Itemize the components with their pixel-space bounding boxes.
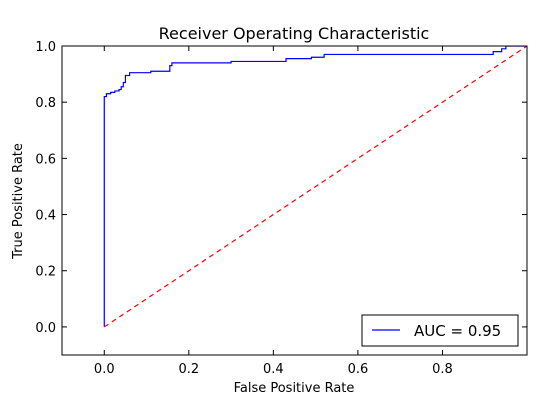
y-tick-label: 0.8 [35,96,56,111]
x-tick-label: 0.4 [263,362,284,377]
y-tick-label: 1.0 [35,40,56,55]
y-tick-label: 0.2 [35,265,56,280]
x-tick-label: 0.6 [348,362,369,377]
axes: 0.0 0.2 0.4 0.6 0.8 0.0 0.2 0.4 0.6 0.8 1.0 [35,40,528,377]
x-tick-label: 0.0 [94,362,115,377]
legend: AUC = 0.95 [361,314,519,347]
x-axis-label: False Positive Rate [234,381,355,396]
chart-title: Receiver Operating Characteristic [159,24,430,43]
y-tick-label: 0.6 [35,152,56,167]
plot-frame [61,45,528,356]
legend-label: AUC = 0.95 [414,322,501,340]
y-axis-label: True Positive Rate [11,143,26,260]
chance-diagonal-line [103,46,527,328]
y-tick-label: 0.4 [35,209,56,224]
plot-area [103,46,527,328]
x-tick-label: 0.2 [178,362,199,377]
y-tick-label: 0.0 [35,321,56,336]
x-tick-label: 0.8 [432,362,453,377]
roc-curve-line [103,46,527,327]
